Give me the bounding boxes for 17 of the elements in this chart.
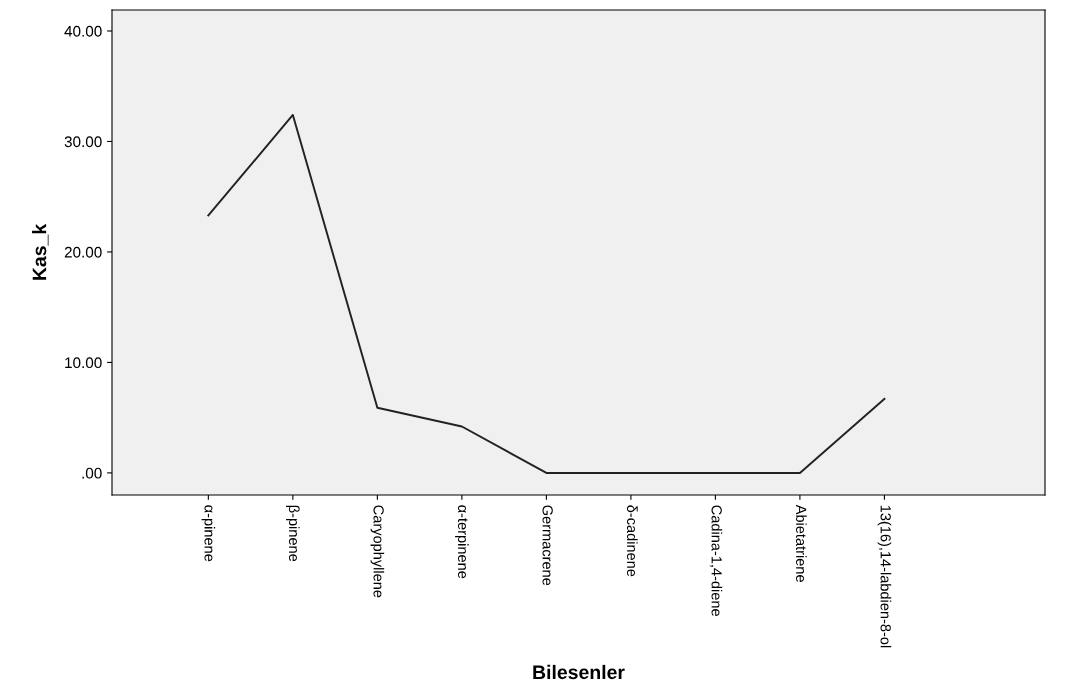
y-tick-label: 10.00 — [65, 357, 102, 369]
x-tick-label: α-pinene — [201, 505, 216, 562]
x-tick-label: 13(16),14-labdien-8-ol — [877, 505, 892, 648]
y-axis-title: Kas_k — [32, 223, 49, 280]
x-tick-label: Germacrene — [542, 505, 553, 586]
x-tick-label: Cadina-1,4-diene — [709, 505, 723, 616]
x-tick-label: Caryophyllene — [370, 505, 385, 598]
y-tick-label: 40.00 — [64, 25, 102, 37]
x-tick-label: δ-cadinene — [626, 505, 638, 577]
y-tick-label: 30.00 — [64, 136, 102, 148]
x-tick-label: Abietatriene — [796, 504, 807, 582]
y-tick-label: 20.00 — [64, 246, 102, 258]
line-series — [207, 113, 886, 474]
x-axis-title: Bilesenler — [533, 664, 625, 680]
y-tick-label: .00 — [82, 467, 102, 479]
x-tick-label: β-pinene — [286, 505, 300, 562]
x-tick-label: α-terpinene — [455, 505, 469, 579]
